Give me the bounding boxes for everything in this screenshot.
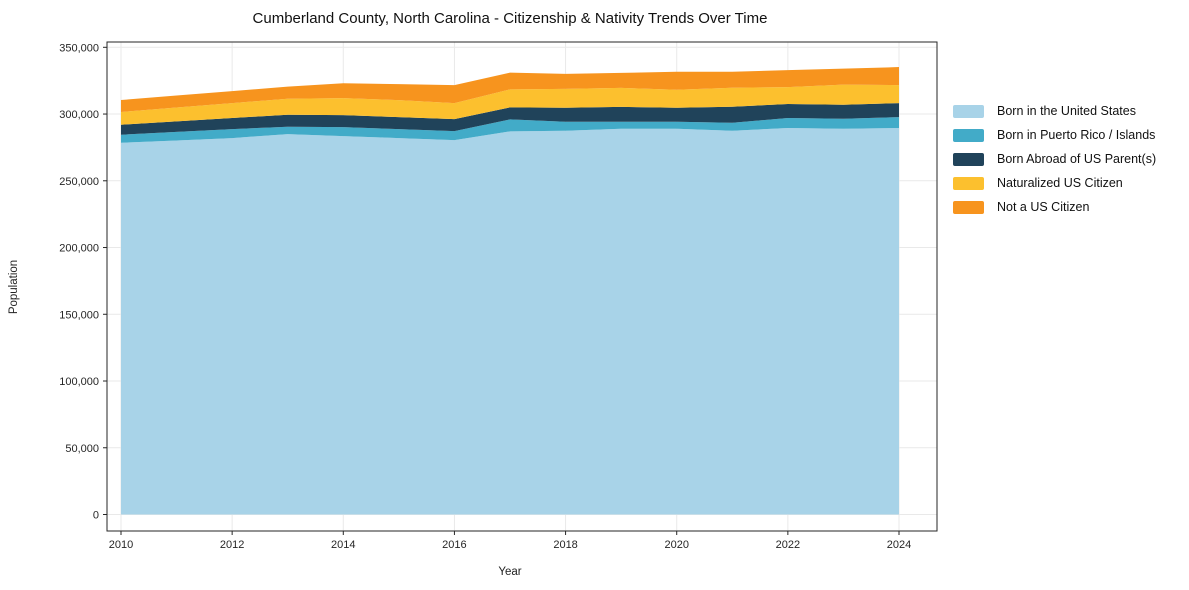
svg-text:100,000: 100,000 [59, 376, 99, 388]
legend-swatch-icon [953, 152, 984, 166]
svg-text:2012: 2012 [220, 539, 244, 551]
legend-item: Not a US Citizen [953, 195, 1156, 219]
legend-label: Naturalized US Citizen [997, 176, 1123, 190]
svg-text:2018: 2018 [553, 539, 577, 551]
legend-item: Born in Puerto Rico / Islands [953, 123, 1156, 147]
svg-text:200,000: 200,000 [59, 243, 99, 255]
svg-text:2016: 2016 [442, 539, 466, 551]
svg-text:50,000: 50,000 [65, 443, 99, 455]
svg-text:300,000: 300,000 [59, 109, 99, 121]
x-axis-label: Year [498, 566, 522, 578]
chart-title: Cumberland County, North Carolina - Citi… [252, 10, 768, 27]
svg-text:250,000: 250,000 [59, 176, 99, 188]
svg-text:350,000: 350,000 [59, 42, 99, 54]
legend-swatch-icon [953, 128, 984, 142]
legend-label: Born in Puerto Rico / Islands [997, 128, 1156, 142]
legend-item: Naturalized US Citizen [953, 171, 1156, 195]
svg-text:2024: 2024 [887, 539, 911, 551]
legend-swatch-icon [953, 200, 984, 214]
legend-label: Not a US Citizen [997, 200, 1090, 214]
legend-swatch-icon [953, 176, 984, 190]
svg-text:2010: 2010 [109, 539, 133, 551]
svg-text:2020: 2020 [664, 539, 688, 551]
legend-item: Born Abroad of US Parent(s) [953, 147, 1156, 171]
legend-label: Born Abroad of US Parent(s) [997, 152, 1157, 166]
legend-label: Born in the United States [997, 104, 1136, 118]
svg-text:0: 0 [93, 510, 99, 522]
svg-text:2022: 2022 [776, 539, 800, 551]
legend-item: Born in the United States [953, 99, 1156, 123]
svg-text:150,000: 150,000 [59, 309, 99, 321]
legend: Born in the United States Born in Puerto… [953, 99, 1156, 219]
svg-text:2014: 2014 [331, 539, 355, 551]
legend-swatch-icon [953, 104, 984, 118]
